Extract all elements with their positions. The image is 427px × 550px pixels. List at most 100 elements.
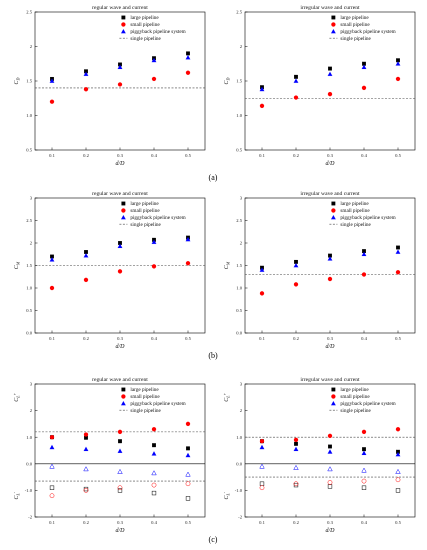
y-tick-label: 2 xyxy=(30,408,33,413)
legend-entry: large pipeline xyxy=(340,15,369,21)
data-point-series-5 xyxy=(293,481,299,487)
data-point-series-2 xyxy=(395,76,401,82)
legend-marker xyxy=(331,214,336,220)
y-tick-label: 1.5 xyxy=(26,263,32,268)
legend-entry: small pipeline xyxy=(340,394,370,400)
legend-entry: piggyback pipeline system xyxy=(130,401,185,407)
data-point-series-2 xyxy=(151,427,157,432)
legend-marker xyxy=(331,201,336,206)
y-axis-label-negative: CL- xyxy=(12,491,21,499)
x-tick-label: 0.5 xyxy=(395,336,401,341)
data-point-series-4 xyxy=(327,484,333,489)
y-tick-label: 2 xyxy=(30,241,33,246)
data-point-series-2 xyxy=(117,269,123,274)
data-point-series-2 xyxy=(395,270,401,275)
legend-marker xyxy=(121,22,126,27)
legend-entry: piggyback pipeline system xyxy=(340,29,395,35)
data-point-series-1 xyxy=(186,446,190,451)
data-point-series-2 xyxy=(185,421,191,427)
x-tick-label: 0.3 xyxy=(117,153,123,158)
panel-title: regular wave and current xyxy=(92,191,148,197)
data-point-series-3 xyxy=(185,236,191,242)
data-point-series-3 xyxy=(117,243,123,248)
data-point-series-2 xyxy=(83,87,89,92)
y-tick-label: 1.0 xyxy=(236,435,242,440)
data-point-series-2 xyxy=(49,435,55,440)
x-axis-label: d/D xyxy=(326,161,336,167)
x-axis-label: d/D xyxy=(116,161,126,167)
x-tick-label: 0.3 xyxy=(327,336,333,341)
legend-marker xyxy=(121,28,126,34)
data-point-series-5 xyxy=(327,480,333,485)
x-tick-label: 0.1 xyxy=(49,153,55,158)
x-tick-label: 0.1 xyxy=(49,336,55,341)
data-point-series-3 xyxy=(395,249,401,254)
y-tick-label: 3 xyxy=(30,382,33,387)
legend-entry: piggyback pipeline system xyxy=(340,215,395,221)
data-point-series-6 xyxy=(49,463,55,469)
y-tick-label: 2 xyxy=(240,44,243,49)
legend-marker xyxy=(331,15,336,20)
y-axis-label-negative: CL- xyxy=(222,491,231,499)
legend-marker xyxy=(121,394,126,399)
y-tick-label: 0.5 xyxy=(26,148,32,153)
legend-marker xyxy=(331,208,336,213)
x-tick-label: 0.4 xyxy=(361,336,367,341)
data-point-series-1 xyxy=(396,245,400,250)
x-tick-label: 0.3 xyxy=(117,336,123,341)
data-point-series-2 xyxy=(361,85,367,91)
data-point-series-3 xyxy=(83,446,89,452)
legend-entry: single pipeline xyxy=(340,408,371,414)
x-tick-label: 0.4 xyxy=(151,520,157,525)
legend-entry: large pipeline xyxy=(130,387,159,393)
legend-entry: small pipeline xyxy=(130,208,160,214)
data-point-series-5 xyxy=(361,478,367,484)
x-tick-label: 0.2 xyxy=(83,520,89,525)
panel-title: irregular wave and current xyxy=(300,5,360,11)
chart-panel-3: regular wave and current 0.0 0.5 1.0 1.5 2 2.5… xyxy=(14,191,206,350)
data-point-series-3 xyxy=(293,78,299,83)
x-axis-label: d/D xyxy=(116,528,126,534)
data-point-series-2 xyxy=(327,433,333,439)
chart-panel-2: irregular wave and current 0.5 1.0 1.5 2 2.5 0… xyxy=(224,5,416,167)
chart-panel-6: irregular wave and current -2 -1.0 0.0 1.0 2 3… xyxy=(222,377,416,534)
data-point-series-2 xyxy=(259,103,265,108)
data-point-series-5 xyxy=(83,488,89,493)
x-tick-label: 0.1 xyxy=(259,336,265,341)
legend-marker xyxy=(331,400,336,406)
legend-marker xyxy=(121,400,126,406)
data-point-series-3 xyxy=(185,452,191,458)
legend-marker xyxy=(121,15,126,20)
data-point-series-3 xyxy=(151,57,157,63)
data-point-series-3 xyxy=(395,451,401,457)
legend-entry: large pipeline xyxy=(340,201,369,207)
y-tick-label: 2.5 xyxy=(26,218,32,223)
y-axis-label-positive: CL+ xyxy=(12,393,21,402)
x-tick-label: 0.3 xyxy=(327,520,333,525)
data-point-series-5 xyxy=(117,485,123,491)
data-point-series-1 xyxy=(328,66,332,71)
data-point-series-2 xyxy=(83,432,89,437)
y-tick-label: 1.0 xyxy=(26,286,32,291)
data-point-series-3 xyxy=(327,71,333,76)
y-tick-label: -1.0 xyxy=(25,488,33,493)
x-axis-label: d/D xyxy=(326,528,336,534)
x-tick-label: 0.2 xyxy=(293,153,299,158)
data-point-series-1 xyxy=(186,51,190,56)
y-axis-label: CD xyxy=(224,77,231,84)
legend-entry: small pipeline xyxy=(340,208,370,214)
legend-marker xyxy=(331,387,336,392)
data-point-series-6 xyxy=(151,470,157,476)
legend-marker xyxy=(331,394,336,399)
legend-marker xyxy=(121,201,126,206)
data-point-series-5 xyxy=(395,477,401,483)
legend-entry: large pipeline xyxy=(340,387,369,393)
chart-panel-4: irregular wave and current 0.0 0.5 1.0 1.5 2 2… xyxy=(224,191,416,350)
y-tick-label: 0.5 xyxy=(236,148,242,153)
data-point-series-2 xyxy=(117,429,123,435)
chart-panel-5: regular wave and current -2 -1.0 0.0 1.0 2 3 0.… xyxy=(12,377,206,534)
data-point-series-4 xyxy=(49,485,55,490)
y-tick-label: 1.0 xyxy=(236,113,242,118)
panel-title: regular wave and current xyxy=(92,5,148,11)
